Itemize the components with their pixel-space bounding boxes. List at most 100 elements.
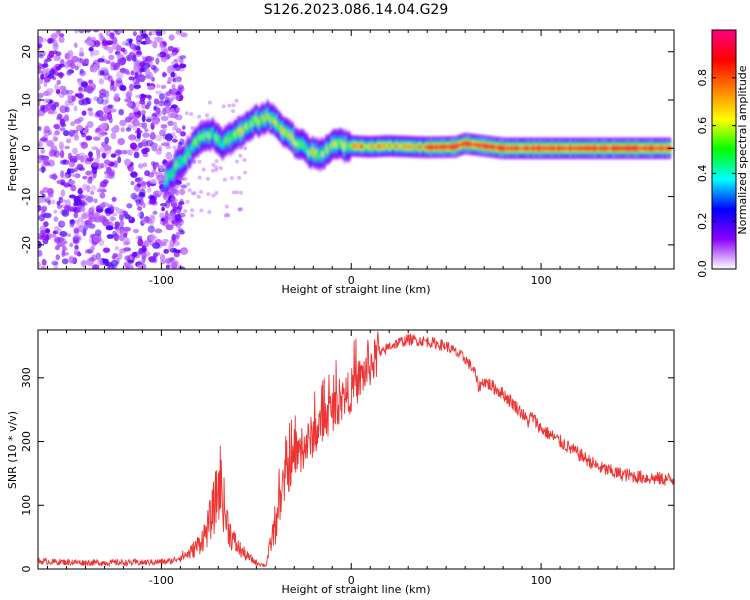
noise-speckle <box>155 57 160 65</box>
noise-speckle <box>69 62 76 69</box>
noise-speckle <box>178 67 185 72</box>
noise-speckle <box>129 52 134 60</box>
noise-speckle <box>140 180 146 187</box>
noise-speckle <box>61 250 66 258</box>
snr-ytick-label: 300 <box>20 367 33 388</box>
noise-speckle <box>62 130 70 137</box>
noise-speckle <box>133 81 141 90</box>
noise-speckle <box>40 38 48 43</box>
noise-speckle <box>159 165 164 172</box>
noise-speckle <box>80 220 85 226</box>
noise-speckle <box>71 55 79 63</box>
noise-speckle <box>97 129 105 138</box>
noise-speckle <box>56 179 61 185</box>
noise-speckle <box>38 43 43 49</box>
noise-speckle <box>59 118 65 126</box>
noise-speckle <box>40 73 45 80</box>
noise-speckle <box>56 80 62 85</box>
noise-speckle <box>76 124 84 132</box>
noise-speckle <box>68 179 76 185</box>
noise-speckle <box>136 40 143 45</box>
noise-speckle <box>162 159 167 165</box>
noise-speckle <box>81 213 89 220</box>
noise-speckle <box>40 266 46 269</box>
noise-speckle <box>199 189 203 194</box>
noise-speckle <box>99 180 108 188</box>
noise-speckle <box>57 113 63 120</box>
noise-speckle <box>61 252 70 256</box>
noise-speckle <box>142 162 148 168</box>
noise-speckle <box>165 264 170 269</box>
noise-speckle <box>69 221 75 228</box>
noise-speckle <box>92 234 100 243</box>
noise-speckle <box>132 30 137 37</box>
noise-speckle <box>175 208 180 213</box>
noise-speckle <box>210 168 215 173</box>
spectrogram-content <box>38 30 672 269</box>
noise-speckle <box>104 207 112 214</box>
noise-speckle <box>231 190 236 195</box>
noise-speckle <box>137 260 142 266</box>
noise-speckle <box>224 204 229 209</box>
colorbar-tick-label: 0.6 <box>696 117 709 135</box>
noise-speckle <box>52 50 58 55</box>
noise-speckle <box>73 105 78 112</box>
noise-speckle <box>64 60 70 69</box>
noise-speckle <box>146 100 152 106</box>
noise-speckle <box>61 209 70 217</box>
noise-speckle <box>102 247 111 253</box>
noise-speckle <box>180 184 188 189</box>
noise-speckle <box>147 56 155 62</box>
noise-speckle <box>125 71 131 76</box>
noise-speckle <box>207 210 212 214</box>
noise-speckle <box>157 37 164 43</box>
noise-speckle <box>95 110 104 117</box>
noise-speckle <box>43 59 48 67</box>
snr-xlabel: Height of straight line (km) <box>281 583 430 596</box>
noise-speckle <box>136 47 142 55</box>
noise-speckle <box>165 151 172 160</box>
noise-speckle <box>95 252 102 261</box>
noise-speckle <box>117 156 122 164</box>
noise-speckle <box>135 94 142 99</box>
noise-speckle <box>119 213 124 221</box>
noise-speckle <box>173 58 179 63</box>
noise-speckle <box>115 77 123 84</box>
noise-speckle <box>59 150 65 159</box>
noise-speckle <box>180 32 188 38</box>
noise-speckle <box>161 142 170 147</box>
noise-speckle <box>161 206 166 212</box>
noise-speckle <box>145 36 151 45</box>
noise-speckle <box>79 68 84 75</box>
noise-speckle <box>173 135 177 140</box>
snr-panel: -100 0 100 0 100 200 300 Height of straight li… <box>6 329 675 596</box>
noise-speckle <box>119 220 125 227</box>
noise-speckle <box>106 234 115 239</box>
noise-speckle <box>234 190 239 195</box>
noise-speckle <box>161 56 168 62</box>
noise-speckle <box>145 104 150 110</box>
noise-speckle <box>111 216 117 221</box>
noise-speckle <box>113 30 118 33</box>
noise-speckle <box>98 78 105 85</box>
noise-speckle <box>74 30 79 34</box>
noise-speckle <box>102 41 110 45</box>
noise-speckle <box>196 194 201 199</box>
noise-speckle <box>133 251 141 259</box>
noise-speckle <box>87 107 93 112</box>
noise-speckle <box>69 168 75 174</box>
noise-speckle <box>142 247 148 252</box>
noise-speckle <box>127 164 134 172</box>
noise-speckle <box>38 140 43 148</box>
spectrogram-ytick-label: 20 <box>20 45 33 59</box>
noise-speckle <box>63 174 69 180</box>
snr-content <box>38 331 674 568</box>
noise-speckle <box>60 89 69 96</box>
noise-speckle <box>144 251 151 257</box>
colorbar: 0.0 0.2 0.4 0.6 0.8 Normalized spectral ampl… <box>696 29 749 278</box>
noise-speckle <box>60 199 67 203</box>
noise-speckle <box>96 96 104 105</box>
noise-speckle <box>88 257 95 262</box>
